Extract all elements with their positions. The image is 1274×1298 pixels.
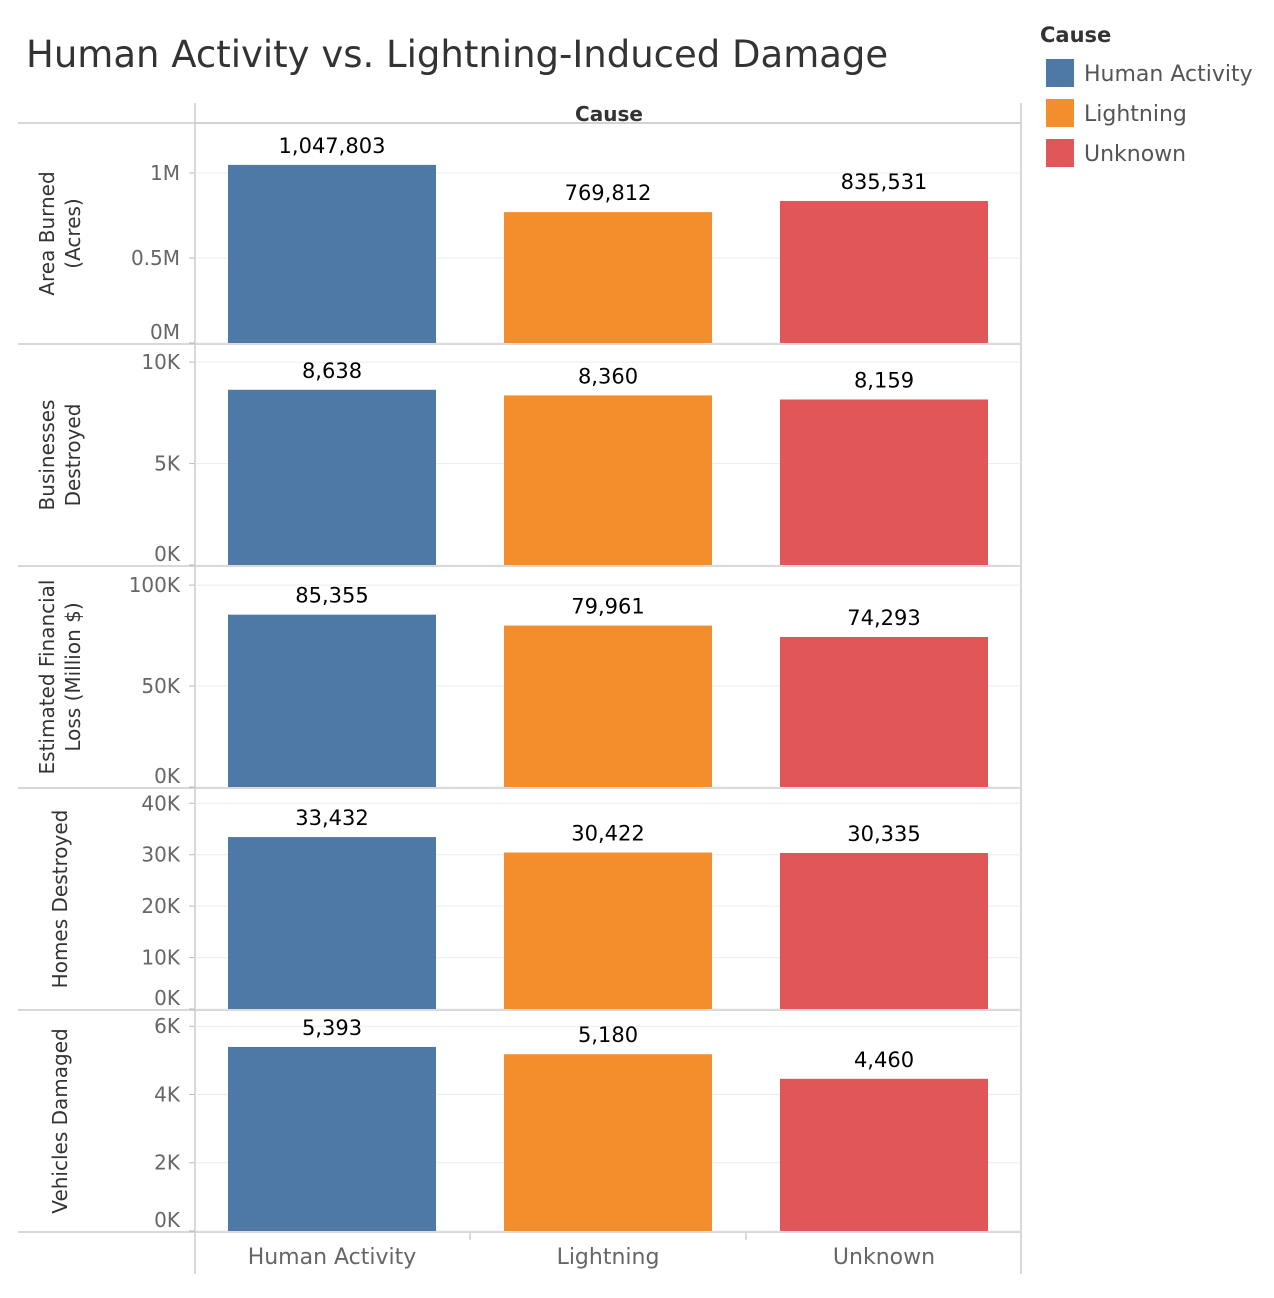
y-tick-label: 0K xyxy=(154,764,181,788)
y-tick-label: 0K xyxy=(154,986,181,1010)
chart-frame xyxy=(18,103,1022,1274)
x-category-label: Unknown xyxy=(833,1245,935,1270)
y-axis-label: Homes Destroyed xyxy=(48,810,72,989)
legend-swatch xyxy=(1046,139,1074,167)
y-axis-label-line: Businesses xyxy=(35,400,59,511)
x-category-label: Lightning xyxy=(557,1245,660,1270)
bar[interactable] xyxy=(504,212,712,343)
y-tick-label: 1M xyxy=(150,161,180,185)
data-label: 835,531 xyxy=(841,170,928,194)
panel: 0K 10K 20K 30K 40K Homes Destroyed 33,432 30,42… xyxy=(48,791,1021,1010)
y-axis-label: Estimated Financial Loss (Million $) xyxy=(35,580,85,775)
y-tick-label: 50K xyxy=(141,674,180,698)
y-tick-label: 0K xyxy=(154,1208,181,1232)
bar[interactable] xyxy=(780,1078,988,1231)
y-axis-label: Vehicles Damaged xyxy=(48,1028,72,1213)
panel: 0M 0.5M 1M Area Burned (Acres) 1,047,803 769,8… xyxy=(35,134,1021,344)
y-tick-label: 10K xyxy=(141,946,180,970)
y-axis-label-line: Loss (Million $) xyxy=(61,602,85,751)
chart-title: Human Activity vs. Lightning-Induced Dam… xyxy=(26,33,888,76)
y-tick-label: 0M xyxy=(150,320,180,344)
bar[interactable] xyxy=(228,837,436,1009)
data-label: 1,047,803 xyxy=(279,134,386,158)
bar[interactable] xyxy=(504,852,712,1009)
y-tick-label: 0K xyxy=(154,542,181,566)
y-tick-label: 10K xyxy=(141,350,180,374)
legend-swatch xyxy=(1046,59,1074,87)
category-axis: Human Activity Lightning Unknown xyxy=(248,1245,935,1270)
y-tick-label: 100K xyxy=(129,573,181,597)
y-tick-label: 0.5M xyxy=(131,246,180,270)
data-label: 4,460 xyxy=(854,1048,914,1072)
data-label: 5,180 xyxy=(578,1023,638,1047)
legend-title: Cause xyxy=(1040,23,1111,47)
legend-item[interactable]: Human Activity xyxy=(1046,59,1253,87)
data-label: 8,159 xyxy=(854,368,914,392)
data-label: 8,638 xyxy=(302,359,362,383)
data-label: 30,422 xyxy=(571,822,644,846)
y-tick-label: 6K xyxy=(154,1014,181,1038)
x-category-label: Human Activity xyxy=(248,1245,417,1270)
bar[interactable] xyxy=(504,395,712,565)
y-axis-label-line: Estimated Financial xyxy=(35,580,59,775)
bar[interactable] xyxy=(228,1046,436,1231)
panel: 0K 50K 100K Estimated Financial Loss (Millio… xyxy=(35,573,1021,788)
legend-label: Human Activity xyxy=(1084,62,1253,87)
bar[interactable] xyxy=(780,200,988,343)
panel: 0K 5K 10K Businesses Destroyed 8,638 8,360 8,15… xyxy=(35,350,1021,566)
bar[interactable] xyxy=(504,1054,712,1231)
y-tick-label: 30K xyxy=(141,843,180,867)
y-tick-label: 20K xyxy=(141,894,180,918)
bar[interactable] xyxy=(504,625,712,787)
y-tick-label: 40K xyxy=(141,791,180,815)
data-label: 30,335 xyxy=(847,822,920,846)
legend-label: Unknown xyxy=(1084,142,1186,167)
y-axis-label-line: Homes Destroyed xyxy=(48,810,72,989)
legend-item[interactable]: Unknown xyxy=(1046,139,1186,167)
bar[interactable] xyxy=(780,852,988,1009)
legend-swatch xyxy=(1046,99,1074,127)
data-label: 5,393 xyxy=(302,1016,362,1040)
legend-item[interactable]: Lightning xyxy=(1046,99,1187,127)
bar[interactable] xyxy=(228,614,436,787)
y-tick-label: 4K xyxy=(154,1082,181,1106)
y-tick-label: 5K xyxy=(154,452,181,476)
legend-label: Lightning xyxy=(1084,102,1187,127)
column-header: Cause xyxy=(575,102,643,126)
panels: 0M 0.5M 1M Area Burned (Acres) 1,047,803 769,8… xyxy=(35,134,1021,1232)
bar[interactable] xyxy=(228,389,436,565)
panel: 0K 2K 4K 6K Vehicles Damaged 5,393 5,180 4,460 xyxy=(48,1014,1021,1232)
bar[interactable] xyxy=(780,636,988,787)
bar[interactable] xyxy=(228,164,436,343)
data-label: 74,293 xyxy=(847,606,920,630)
legend[interactable]: Human Activity Lightning Unknown xyxy=(1046,59,1253,167)
y-axis-label-line: Area Burned xyxy=(35,171,59,295)
y-tick-label: 2K xyxy=(154,1151,181,1175)
data-label: 79,961 xyxy=(571,595,644,619)
y-axis-label-line: Vehicles Damaged xyxy=(48,1028,72,1213)
data-label: 8,360 xyxy=(578,364,638,388)
data-label: 85,355 xyxy=(295,584,368,608)
y-axis-label: Businesses Destroyed xyxy=(35,400,85,511)
data-label: 33,432 xyxy=(295,806,368,830)
y-axis-label-line: (Acres) xyxy=(61,198,85,268)
bar[interactable] xyxy=(780,399,988,565)
data-label: 769,812 xyxy=(565,181,652,205)
y-axis-label: Area Burned (Acres) xyxy=(35,171,85,295)
y-axis-label-line: Destroyed xyxy=(61,404,85,507)
